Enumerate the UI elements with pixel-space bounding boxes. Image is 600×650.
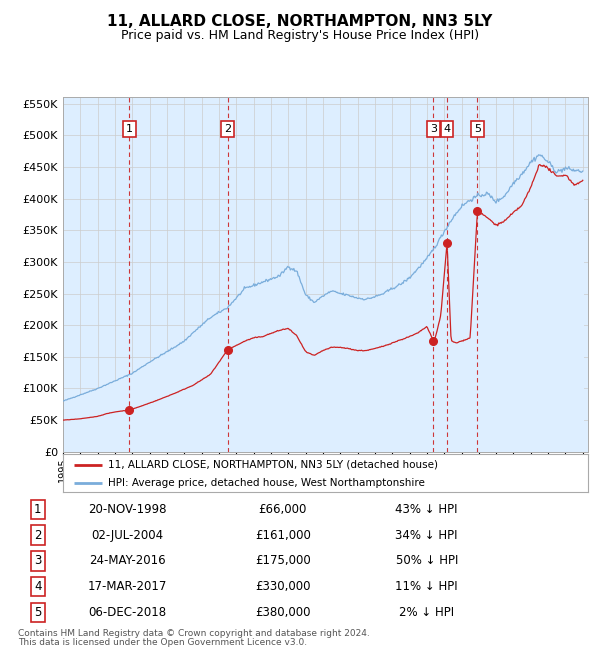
Text: 50% ↓ HPI: 50% ↓ HPI bbox=[395, 554, 458, 567]
Text: 5: 5 bbox=[34, 606, 41, 619]
Text: 11% ↓ HPI: 11% ↓ HPI bbox=[395, 580, 458, 593]
Text: 02-JUL-2004: 02-JUL-2004 bbox=[91, 528, 163, 541]
Text: 3: 3 bbox=[34, 554, 41, 567]
Text: 11, ALLARD CLOSE, NORTHAMPTON, NN3 5LY: 11, ALLARD CLOSE, NORTHAMPTON, NN3 5LY bbox=[107, 14, 493, 29]
Text: 1: 1 bbox=[34, 503, 41, 516]
Text: £161,000: £161,000 bbox=[255, 528, 311, 541]
Text: 20-NOV-1998: 20-NOV-1998 bbox=[88, 503, 166, 516]
Text: 2: 2 bbox=[34, 528, 41, 541]
Text: HPI: Average price, detached house, West Northamptonshire: HPI: Average price, detached house, West… bbox=[107, 478, 425, 488]
Text: 43% ↓ HPI: 43% ↓ HPI bbox=[395, 503, 458, 516]
Text: 5: 5 bbox=[474, 124, 481, 134]
Text: 24-MAY-2016: 24-MAY-2016 bbox=[89, 554, 166, 567]
Text: 11, ALLARD CLOSE, NORTHAMPTON, NN3 5LY (detached house): 11, ALLARD CLOSE, NORTHAMPTON, NN3 5LY (… bbox=[107, 460, 437, 470]
Text: 2% ↓ HPI: 2% ↓ HPI bbox=[399, 606, 454, 619]
Text: 06-DEC-2018: 06-DEC-2018 bbox=[88, 606, 166, 619]
Text: 17-MAR-2017: 17-MAR-2017 bbox=[88, 580, 167, 593]
Text: Price paid vs. HM Land Registry's House Price Index (HPI): Price paid vs. HM Land Registry's House … bbox=[121, 29, 479, 42]
Text: £380,000: £380,000 bbox=[255, 606, 310, 619]
Text: 3: 3 bbox=[430, 124, 437, 134]
Text: £66,000: £66,000 bbox=[259, 503, 307, 516]
Text: £330,000: £330,000 bbox=[255, 580, 310, 593]
Text: 4: 4 bbox=[34, 580, 41, 593]
Text: 1: 1 bbox=[126, 124, 133, 134]
Text: 2: 2 bbox=[224, 124, 231, 134]
Text: 4: 4 bbox=[443, 124, 451, 134]
Text: 34% ↓ HPI: 34% ↓ HPI bbox=[395, 528, 458, 541]
Text: Contains HM Land Registry data © Crown copyright and database right 2024.: Contains HM Land Registry data © Crown c… bbox=[18, 629, 370, 638]
Text: £175,000: £175,000 bbox=[255, 554, 311, 567]
Text: This data is licensed under the Open Government Licence v3.0.: This data is licensed under the Open Gov… bbox=[18, 638, 307, 647]
